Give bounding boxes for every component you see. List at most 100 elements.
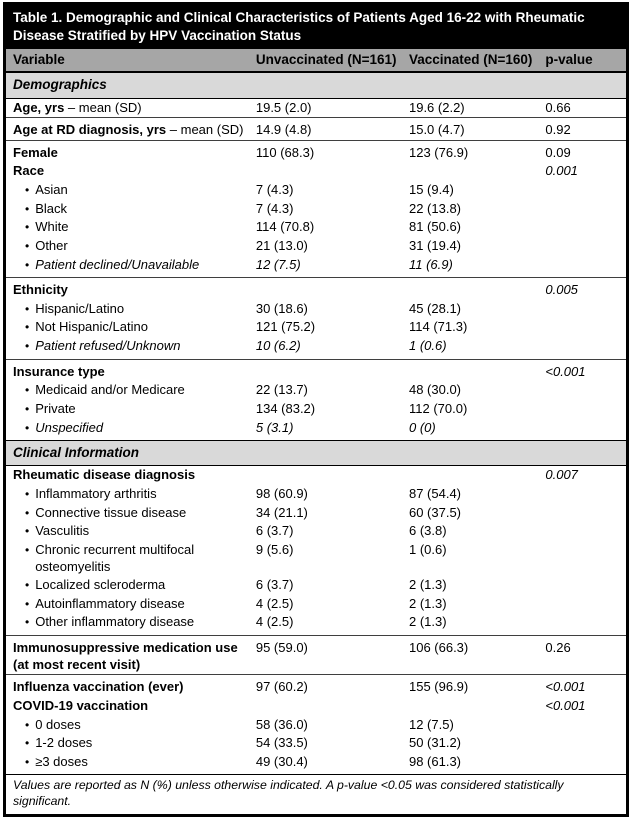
unvaccinated-value: 95 (59.0)	[255, 635, 409, 675]
row-label: • 0 doses	[25, 716, 81, 732]
bullet-icon: •	[25, 505, 30, 520]
vaccinated-value: 2 (1.3)	[408, 614, 447, 630]
vaccinated-value: 81 (50.6)	[408, 219, 462, 235]
row-label: Age at RD diagnosis, yrs – mean (SD)	[6, 117, 256, 141]
unvaccinated-value: 12 (7.5)	[255, 256, 301, 272]
row-label: • Other inflammatory disease	[25, 614, 195, 630]
vaccinated-value: 2 (1.3)	[408, 595, 447, 611]
unvaccinated-value: 114 (70.8)	[255, 219, 315, 235]
vaccinated-value: 31 (19.4)	[408, 237, 462, 253]
unvaccinated-value	[256, 162, 409, 181]
row-label: • Private	[25, 400, 76, 416]
p-value: 0.26	[545, 635, 626, 675]
table-row: Influenza vaccination (ever) 97 (60.2) 155…	[6, 674, 626, 697]
vaccinated-value: 114 (71.3)	[408, 319, 468, 335]
row-label: Insurance type	[6, 358, 256, 382]
p-value	[545, 400, 626, 419]
bullet-icon: •	[25, 615, 30, 630]
unvaccinated-value	[256, 466, 409, 485]
unvaccinated-value	[255, 277, 409, 300]
bullet-icon: •	[25, 736, 30, 751]
bullet-icon: •	[25, 420, 30, 435]
row-label: • Hispanic/Latino	[25, 300, 125, 316]
vaccinated-value: 2 (1.3)	[408, 577, 447, 593]
row-label: • 1-2 doses	[25, 735, 93, 751]
p-value: <0.001	[545, 697, 586, 713]
p-value: <0.001	[545, 358, 626, 382]
table-row: • Private 134 (83.2) 112 (70.0)	[6, 400, 626, 419]
vaccinated-value	[408, 358, 546, 382]
table-row: • Connective tissue disease 34 (21.1) 60 (3…	[6, 504, 626, 523]
row-label: Female	[6, 139, 256, 163]
table-row: • 0 doses 58 (36.0) 12 (7.5)	[6, 716, 626, 735]
bullet-icon: •	[25, 596, 30, 611]
section-label: Clinical Information	[6, 440, 626, 467]
table-row: Race 0.001	[6, 162, 626, 181]
unvaccinated-value: 5 (3.1)	[255, 419, 294, 435]
p-value	[545, 318, 626, 337]
unvaccinated-value: 30 (18.6)	[255, 300, 308, 316]
row-label: • Black	[25, 200, 67, 216]
bullet-icon: •	[25, 201, 30, 216]
table-row: • Asian 7 (4.3) 15 (9.4)	[6, 181, 626, 200]
row-label: • Vasculitis	[25, 523, 90, 539]
demographics-clinical-table: Variable Unvaccinated (N=161) Vaccinated…	[6, 49, 626, 774]
table-row: Rheumatic disease diagnosis 0.007	[6, 466, 626, 485]
p-value	[545, 300, 626, 319]
vaccinated-value: 1 (0.6)	[408, 541, 447, 557]
unvaccinated-value: 10 (6.2)	[255, 338, 301, 354]
vaccinated-value	[409, 466, 545, 485]
section-row: Demographics	[6, 71, 626, 99]
table-row: • Other inflammatory disease 4 (2.5) 2 (1.3…	[6, 613, 626, 635]
p-value: 0.007	[545, 467, 578, 483]
unvaccinated-value: 34 (21.1)	[255, 504, 308, 520]
table-row: • White 114 (70.8) 81 (50.6)	[6, 218, 626, 237]
p-value	[545, 381, 626, 400]
unvaccinated-value: 9 (5.6)	[255, 541, 294, 557]
p-value	[545, 595, 626, 614]
unvaccinated-value: 4 (2.5)	[255, 614, 294, 630]
p-value	[545, 419, 626, 441]
row-label: Race	[13, 163, 45, 179]
vaccinated-value	[408, 277, 546, 300]
unvaccinated-value	[256, 697, 409, 716]
section-label: Demographics	[6, 71, 626, 99]
p-value: 0.09	[545, 139, 626, 163]
row-label: COVID-19 vaccination	[13, 697, 149, 713]
p-value	[545, 237, 626, 256]
p-value	[545, 576, 626, 595]
table-row: Ethnicity 0.005	[6, 277, 626, 300]
unvaccinated-value: 98 (60.9)	[255, 486, 308, 502]
p-value	[545, 522, 626, 541]
p-value: 0.92	[545, 117, 626, 141]
bullet-icon: •	[25, 754, 30, 769]
unvaccinated-value: 54 (33.5)	[255, 735, 308, 751]
bullet-icon: •	[25, 401, 30, 416]
vaccinated-value: 45 (28.1)	[408, 300, 462, 316]
table-container: Table 1. Demographic and Clinical Charac…	[3, 2, 629, 817]
unvaccinated-value: 110 (68.3)	[255, 139, 409, 163]
vaccinated-value: 98 (61.3)	[408, 753, 462, 769]
vaccinated-value: 155 (96.9)	[408, 674, 546, 697]
table-row: Age at RD diagnosis, yrs – mean (SD) 14.9…	[6, 117, 626, 141]
vaccinated-value: 15 (9.4)	[408, 182, 454, 198]
vaccinated-value: 19.6 (2.2)	[408, 99, 465, 115]
row-label: • Not Hispanic/Latino	[25, 319, 148, 335]
p-value: 0.005	[545, 277, 626, 300]
unvaccinated-value: 4 (2.5)	[255, 595, 294, 611]
table-row: • Patient declined/Unavailable 12 (7.5) 11 …	[6, 256, 626, 278]
table-row: • Not Hispanic/Latino 121 (75.2) 114 (71.3)	[6, 318, 626, 337]
table-title: Table 1. Demographic and Clinical Charac…	[6, 5, 626, 50]
table-row: • 1-2 doses 54 (33.5) 50 (31.2)	[6, 734, 626, 753]
column-header-unvaccinated: Unvaccinated (N=161)	[255, 49, 409, 74]
p-value	[545, 734, 626, 753]
row-label: Age, yrs – mean (SD)	[13, 99, 142, 115]
table-row: • Unspecified 5 (3.1) 0 (0)	[6, 419, 626, 441]
vaccinated-value: 11 (6.9)	[408, 256, 453, 272]
column-header-variable: Variable	[6, 49, 256, 74]
bullet-icon: •	[25, 257, 30, 272]
vaccinated-value: 0 (0)	[408, 419, 436, 435]
row-label: • Chronic recurrent multifocal osteomyeli…	[25, 541, 195, 574]
row-label: Rheumatic disease diagnosis	[13, 467, 196, 483]
bullet-icon: •	[25, 524, 30, 539]
